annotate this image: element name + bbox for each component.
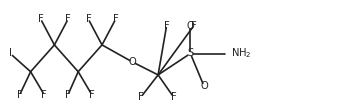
Text: F: F	[38, 14, 44, 24]
Text: F: F	[164, 21, 169, 31]
Text: O: O	[129, 57, 136, 67]
Text: F: F	[171, 92, 176, 102]
Text: F: F	[191, 21, 197, 31]
Text: F: F	[113, 14, 118, 24]
Text: F: F	[17, 90, 22, 100]
Text: F: F	[138, 92, 144, 102]
Text: F: F	[65, 14, 71, 24]
Text: S: S	[187, 48, 193, 59]
Text: F: F	[86, 14, 91, 24]
Text: F: F	[65, 90, 71, 100]
Text: O: O	[187, 21, 194, 31]
Text: I: I	[9, 48, 12, 59]
Text: F: F	[41, 90, 47, 100]
Text: O: O	[200, 81, 208, 91]
Text: NH$_2$: NH$_2$	[231, 47, 252, 60]
Text: F: F	[89, 90, 95, 100]
